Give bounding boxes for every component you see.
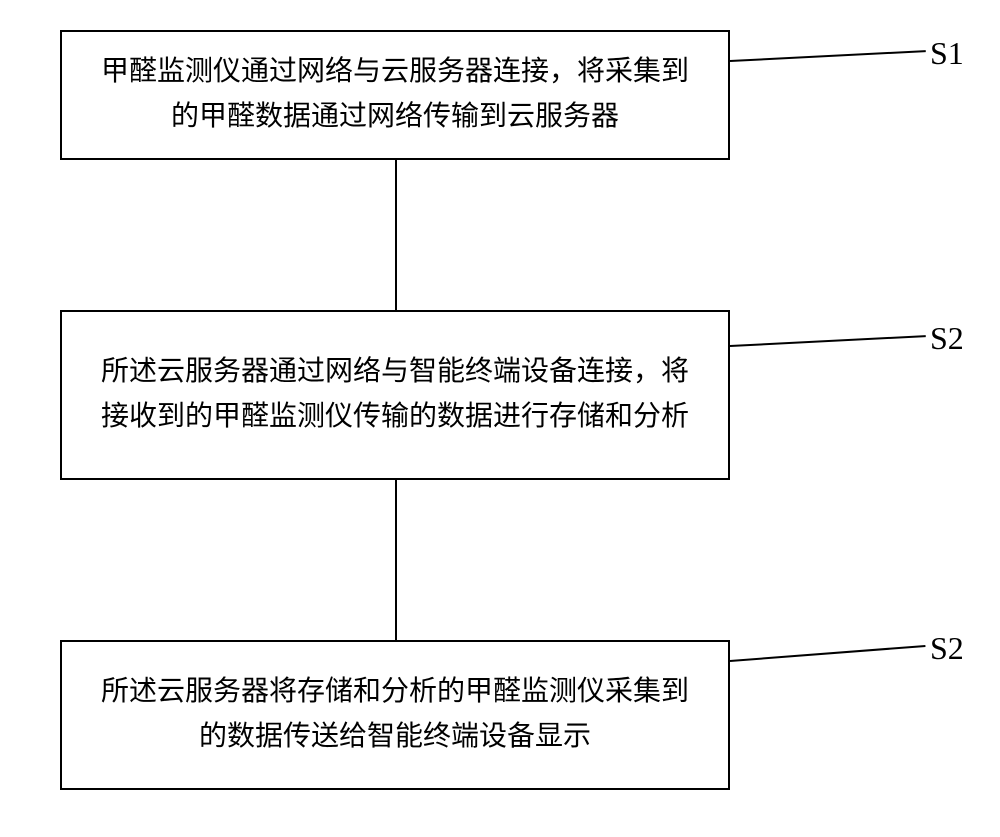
step-box-s1: 甲醛监测仪通过网络与云服务器连接，将采集到的甲醛数据通过网络传输到云服务器 xyxy=(60,30,730,160)
step-label-s1: S1 xyxy=(930,35,964,72)
flowchart-container: 甲醛监测仪通过网络与云服务器连接，将采集到的甲醛数据通过网络传输到云服务器 S1… xyxy=(60,30,940,810)
step-text-s1: 甲醛监测仪通过网络与云服务器连接，将采集到的甲醛数据通过网络传输到云服务器 xyxy=(92,50,698,140)
step-label-s2b: S2 xyxy=(930,630,964,667)
step-box-s2b: 所述云服务器将存储和分析的甲醛监测仪采集到的数据传送给智能终端设备显示 xyxy=(60,640,730,790)
step-box-s2a: 所述云服务器通过网络与智能终端设备连接，将接收到的甲醛监测仪传输的数据进行存储和… xyxy=(60,310,730,480)
leader-line-s2a xyxy=(730,335,926,347)
leader-line-s2b xyxy=(730,645,926,662)
connector-1 xyxy=(395,160,397,310)
step-text-s2b: 所述云服务器将存储和分析的甲醛监测仪采集到的数据传送给智能终端设备显示 xyxy=(92,670,698,760)
step-label-s2a: S2 xyxy=(930,320,964,357)
connector-2 xyxy=(395,480,397,640)
leader-line-s1 xyxy=(730,50,926,62)
step-text-s2a: 所述云服务器通过网络与智能终端设备连接，将接收到的甲醛监测仪传输的数据进行存储和… xyxy=(92,350,698,440)
